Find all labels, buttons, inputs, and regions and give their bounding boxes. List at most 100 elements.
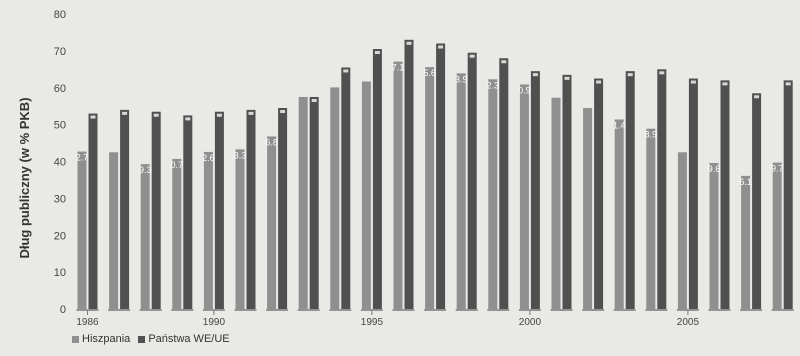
data-label-spain: 2.3 [487, 80, 500, 90]
y-tick-label: 0 [60, 304, 66, 316]
bar-eu [783, 80, 793, 309]
bar-eu-cap [690, 80, 696, 84]
data-label-spain: 3.3 [234, 150, 247, 160]
bar-eu [246, 109, 256, 309]
legend-label-spain: Hiszpania [82, 333, 131, 345]
data-label-spain: 9.7 [771, 164, 784, 174]
x-tick-label: 1986 [76, 317, 99, 328]
data-label-spain: 0.9 [518, 85, 531, 95]
bar-spain [425, 67, 435, 309]
bar-spain [456, 73, 466, 310]
data-label-spain: 9.6 [708, 164, 721, 174]
data-label-spain: 1.4 [613, 120, 626, 130]
y-tick-label: 60 [54, 83, 66, 95]
bar-eu-cap [122, 111, 128, 115]
bar-eu-cap [311, 98, 317, 102]
legend: Hiszpania Państwa WE/UE [72, 333, 230, 345]
bar-spain [551, 97, 561, 309]
bar-spain [361, 81, 371, 309]
legend-label-eu: Państwa WE/UE [148, 333, 230, 345]
y-tick-label: 80 [54, 9, 66, 21]
bar-eu-cap [374, 51, 380, 55]
bar-eu [436, 43, 446, 309]
bar-eu [120, 109, 130, 309]
bar-eu [720, 80, 730, 309]
bar-eu [404, 39, 414, 309]
bar-eu [499, 58, 509, 309]
bar-eu [88, 113, 98, 309]
data-label-spain: 7.1 [392, 63, 405, 73]
bar-eu-cap [185, 117, 191, 121]
bar-eu-cap [532, 73, 538, 77]
bar-spain [709, 162, 719, 309]
bar-eu [594, 78, 604, 309]
bar-spain [677, 152, 687, 309]
bar-eu-cap [785, 82, 791, 86]
data-label-spain: 3.9 [455, 74, 468, 84]
bar-eu [214, 111, 224, 309]
bar-eu-cap [596, 80, 602, 84]
legend-swatch-spain [72, 335, 79, 343]
x-tick-label: 2005 [677, 317, 700, 328]
bar-eu-cap [153, 113, 159, 117]
x-tick-label: 1995 [361, 317, 384, 328]
bars: 2.7 9.3 0.7 2.6 3.3 6.8 7.1 5.6 3.9 2.3 0.9 1.4 8.9 9… [76, 39, 793, 310]
bar-spain [77, 151, 87, 309]
bar-eu [688, 78, 698, 309]
bar-spain [140, 164, 150, 309]
bar-spain [267, 136, 277, 309]
bar-spain [614, 119, 624, 310]
bar-eu [467, 52, 477, 309]
bar-spain [330, 87, 340, 309]
data-label-spain: 8.9 [645, 130, 658, 140]
bar-spain [488, 79, 498, 309]
data-label-spain: 6.8 [265, 137, 278, 147]
bar-eu [341, 67, 351, 309]
bar-eu-cap [90, 115, 96, 119]
bar-eu-cap [469, 54, 475, 58]
data-label-spain: 0.7 [171, 160, 184, 170]
bar-eu-cap [501, 60, 507, 64]
bar-spain [203, 151, 213, 309]
legend-item-spain: Hiszpania [72, 333, 130, 345]
bar-spain [519, 84, 529, 310]
y-tick-label: 70 [54, 46, 66, 58]
bar-eu [625, 71, 635, 309]
bar-eu-cap [248, 111, 254, 115]
bar-eu-cap [659, 71, 665, 75]
bar-eu [309, 96, 319, 309]
y-tick-label: 10 [54, 267, 66, 279]
legend-swatch-eu [138, 335, 146, 343]
axes: 0102030405060708019861990199520002005200… [54, 9, 794, 328]
data-label-spain: 5.6 [423, 68, 436, 78]
bar-spain [298, 96, 308, 309]
bar-eu-cap [406, 41, 412, 45]
bar-eu [530, 71, 540, 309]
bar-eu-cap [754, 95, 760, 99]
bar-eu [372, 49, 382, 309]
bar-eu [278, 108, 288, 309]
data-label-spain: 2.7 [76, 153, 89, 163]
data-label-spain: 9.3 [139, 165, 152, 175]
bar-eu-cap [722, 82, 728, 86]
bar-eu-cap [343, 69, 349, 73]
bar-spain [172, 158, 182, 309]
data-label-spain: 2.6 [202, 153, 215, 163]
bar-spain [583, 108, 593, 309]
y-tick-label: 20 [54, 230, 66, 242]
y-tick-label: 50 [54, 120, 66, 132]
bar-eu [183, 115, 193, 309]
bar-spain [235, 149, 245, 309]
y-tick-label: 30 [54, 193, 66, 205]
bar-eu [562, 74, 572, 309]
x-tick-label: 2000 [519, 317, 542, 328]
bar-eu [657, 69, 667, 309]
bar-eu-cap [280, 110, 286, 114]
bar-spain [109, 152, 119, 309]
bar-eu-cap [564, 76, 570, 80]
y-axis-label: Dług publiczny (w % PKB) [17, 97, 32, 258]
bar-eu-cap [216, 113, 222, 117]
data-label-spain: 6.1 [739, 177, 752, 187]
